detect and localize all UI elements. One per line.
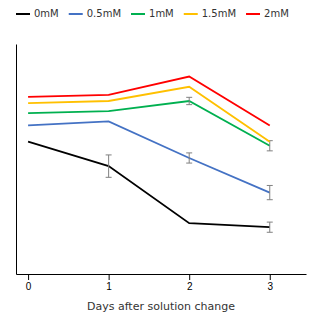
x-tick-label: 1 (106, 281, 112, 292)
legend-item: 0mM (16, 8, 59, 19)
error-bar (267, 222, 273, 232)
series-line (28, 87, 270, 142)
error-bar (106, 155, 112, 177)
x-tick-mark (270, 274, 271, 280)
x-axis-line (17, 274, 307, 275)
legend-item: 1.5mM (184, 8, 236, 19)
legend-swatch (69, 13, 83, 15)
legend-swatch (246, 13, 260, 15)
x-tick-label: 0 (26, 281, 32, 292)
x-axis-title: Days after solution change (87, 300, 235, 313)
legend-label: 0mM (34, 8, 59, 19)
x-tick: 2 (187, 274, 193, 292)
chart: 0 1 2 3 Days after solution change 0mM 0.5mM 1m… (0, 0, 320, 320)
series-line (28, 77, 270, 126)
x-tick-label: 3 (267, 281, 273, 292)
error-bar (186, 153, 192, 163)
legend-label: 1.5mM (202, 8, 236, 19)
legend: 0mM 0.5mM 1mM 1.5mM 2mM (16, 8, 289, 19)
plot: 0 1 2 3 (17, 45, 307, 293)
legend-item: 2mM (246, 8, 289, 19)
series-line (28, 121, 270, 192)
legend-swatch (184, 13, 198, 15)
legend-label: 0.5mM (87, 8, 121, 19)
legend-swatch (131, 13, 145, 15)
x-axis: 0 1 2 3 (17, 274, 307, 292)
x-tick-mark (28, 274, 29, 280)
x-tick: 1 (106, 274, 112, 292)
x-tick-label: 2 (187, 281, 193, 292)
legend-label: 1mM (149, 8, 174, 19)
x-tick: 3 (267, 274, 273, 292)
y-axis-line (16, 45, 17, 275)
x-tick-mark (109, 274, 110, 280)
error-bar (267, 141, 273, 151)
series-line (28, 101, 270, 146)
legend-item: 0.5mM (69, 8, 121, 19)
legend-swatch (16, 13, 30, 15)
marks (28, 77, 273, 233)
error-bar (186, 97, 192, 104)
legend-item: 1mM (131, 8, 174, 19)
y-axis (16, 45, 17, 275)
series-line (28, 142, 270, 227)
legend-label: 2mM (264, 8, 289, 19)
x-tick: 0 (26, 274, 32, 292)
x-tick-mark (189, 274, 190, 280)
error-bar (267, 185, 273, 199)
